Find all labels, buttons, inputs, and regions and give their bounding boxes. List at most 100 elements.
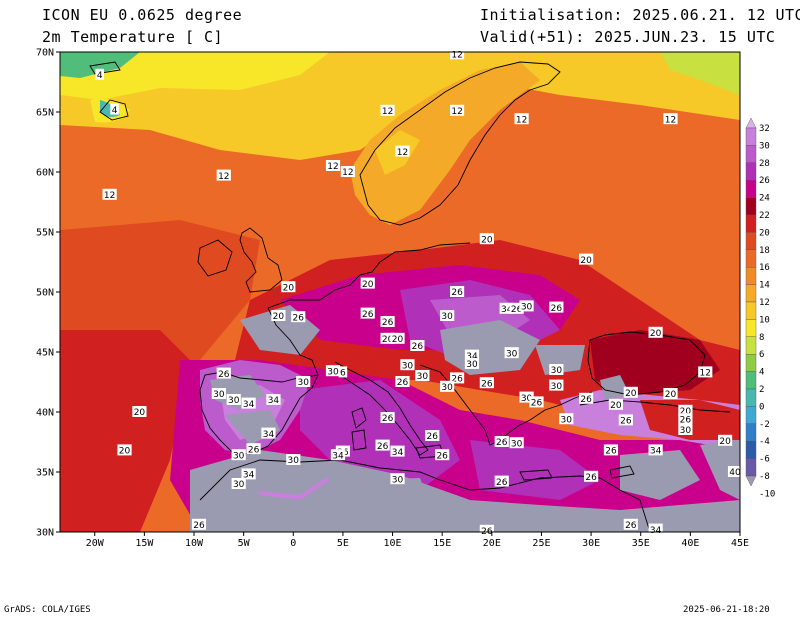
isotherm-label: 34 [464, 349, 480, 362]
isotherm-label: 30 [678, 424, 693, 436]
isotherm-label-text: 34 [466, 352, 478, 362]
isotherm-label-bg [648, 326, 663, 338]
colorbar-label: -10 [759, 489, 775, 499]
isotherm-label-text: 34 [501, 305, 513, 315]
isotherm-label: 20 [117, 444, 132, 457]
isotherm-label-text: 30 [551, 382, 563, 392]
isotherm-label-bg [519, 300, 534, 312]
isotherm-label: 12 [514, 113, 529, 125]
isotherm-label-text: 26 [362, 310, 374, 320]
isotherm-label-bg [519, 391, 534, 403]
isotherm-label-bg [623, 386, 638, 398]
colorbar-label: 24 [759, 194, 770, 204]
isotherm-label: 34 [390, 445, 405, 458]
isotherm-label-text: 12 [342, 168, 353, 178]
isotherm-label-bg [380, 316, 395, 327]
isotherm-label-text: 12 [665, 115, 676, 125]
isotherm-label-text: 12 [397, 148, 408, 158]
isotherm-label-bg [583, 470, 599, 482]
isotherm-label: 12 [102, 188, 117, 201]
isotherm-label-text: 30 [228, 396, 240, 406]
lon-tick-label: 25E [532, 538, 550, 549]
isotherm-label-text: 12 [451, 51, 462, 61]
isotherm-label: 26 [380, 412, 395, 424]
isotherm-label-text: 26 [218, 370, 230, 380]
isotherm-label-bg [648, 523, 663, 535]
isotherm-label: 30 [504, 347, 519, 359]
isotherm-label: 26 [246, 443, 261, 455]
colorbar-label: 30 [759, 141, 770, 151]
isotherm-label: 26 [435, 449, 450, 461]
isotherm-label-text: 26 [436, 451, 448, 461]
colorbar-swatch [745, 179, 757, 198]
isotherm-label-text: 12 [451, 107, 462, 117]
isotherm-label-bg [380, 104, 395, 116]
isotherm-label-text: 34 [243, 471, 255, 481]
isotherm-label: 26 [579, 392, 594, 405]
isotherm-label-text: 20 [392, 335, 404, 345]
isotherm-label-text: 20 [680, 407, 692, 417]
isotherm-label-text: 26 [531, 399, 543, 409]
isotherm-label-text: 6 [340, 369, 346, 379]
isotherm-label-text: 26 [605, 447, 617, 457]
isotherm-label-bg [231, 449, 246, 461]
isotherm-label: 30 [286, 454, 301, 466]
isotherm-label-bg [380, 332, 395, 344]
isotherm-label-text: 26 [511, 305, 523, 315]
isotherm-label: 34 [330, 449, 346, 461]
isotherm-label-bg [400, 359, 415, 371]
lon-tick-label: 10E [384, 538, 402, 549]
isotherm-label-bg [514, 113, 529, 125]
isotherm-label-bg [241, 468, 256, 480]
isotherm-label-text: 30 [551, 366, 563, 376]
isotherm-label: 30 [415, 370, 430, 382]
isotherm-label: 40 [727, 466, 743, 478]
isotherm-label-text: 30 [417, 372, 429, 382]
isotherm-label-text: 30 [288, 456, 300, 466]
isotherm-label-bg [529, 396, 544, 408]
colorbar-label: 0 [759, 402, 764, 412]
isotherm-label-bg [449, 104, 465, 116]
isotherm-label: 26 [678, 413, 693, 425]
isotherm-label-bg [494, 475, 509, 487]
isotherm-label-text: 12 [218, 172, 229, 182]
isotherm-label: 30 [549, 379, 564, 392]
isotherm-label: 34 [241, 397, 256, 410]
isotherm-label: 12 [216, 169, 231, 182]
isotherm-label-bg [618, 414, 633, 426]
lon-tick-label: 5E [337, 538, 349, 549]
isotherm-label: 20 [132, 406, 147, 418]
map-field [60, 52, 740, 532]
isotherm-label: 20 [271, 310, 286, 322]
isotherm-label-text: 26 [427, 432, 439, 442]
isotherm-label: 30 [325, 365, 341, 377]
isotherm-label-text: 12 [327, 162, 338, 172]
colorbar-label: 12 [759, 298, 770, 308]
isotherm-label-bg [95, 68, 105, 80]
isotherm-label-bg [271, 310, 286, 321]
isotherm-label: 34 [499, 302, 514, 315]
colorbar-label: 20 [759, 228, 770, 238]
lon-tick-label: 15W [135, 538, 154, 549]
colorbar-label: -2 [759, 420, 770, 430]
isotherm-label: 34 [261, 427, 276, 440]
isotherm-label: 26 [449, 372, 465, 385]
isotherm-label-text: 26 [680, 415, 692, 425]
isotherm-label-text: 20 [665, 390, 677, 400]
isotherm-label-bg [102, 188, 117, 200]
lat-tick-label: 50N [36, 288, 54, 299]
colorbar-swatch [745, 388, 757, 407]
isotherm-label-text: 30 [233, 480, 245, 490]
isotherm-label: 26 [425, 430, 440, 442]
colorbar-label: 4 [759, 368, 764, 378]
isotherm-label: 30 [226, 394, 241, 406]
isotherm-label-text: 30 [392, 475, 404, 485]
colorbar-swatch [745, 441, 757, 459]
isotherm-label-text: 20 [650, 329, 662, 339]
isotherm-label-text: 26 [382, 414, 394, 424]
colorbar-swatch [745, 371, 757, 390]
isotherm-label-bg [281, 281, 296, 293]
isotherm-label-bg [494, 436, 509, 447]
isotherm-label-text: 26 [496, 438, 508, 448]
isotherm-label-bg [231, 478, 246, 489]
